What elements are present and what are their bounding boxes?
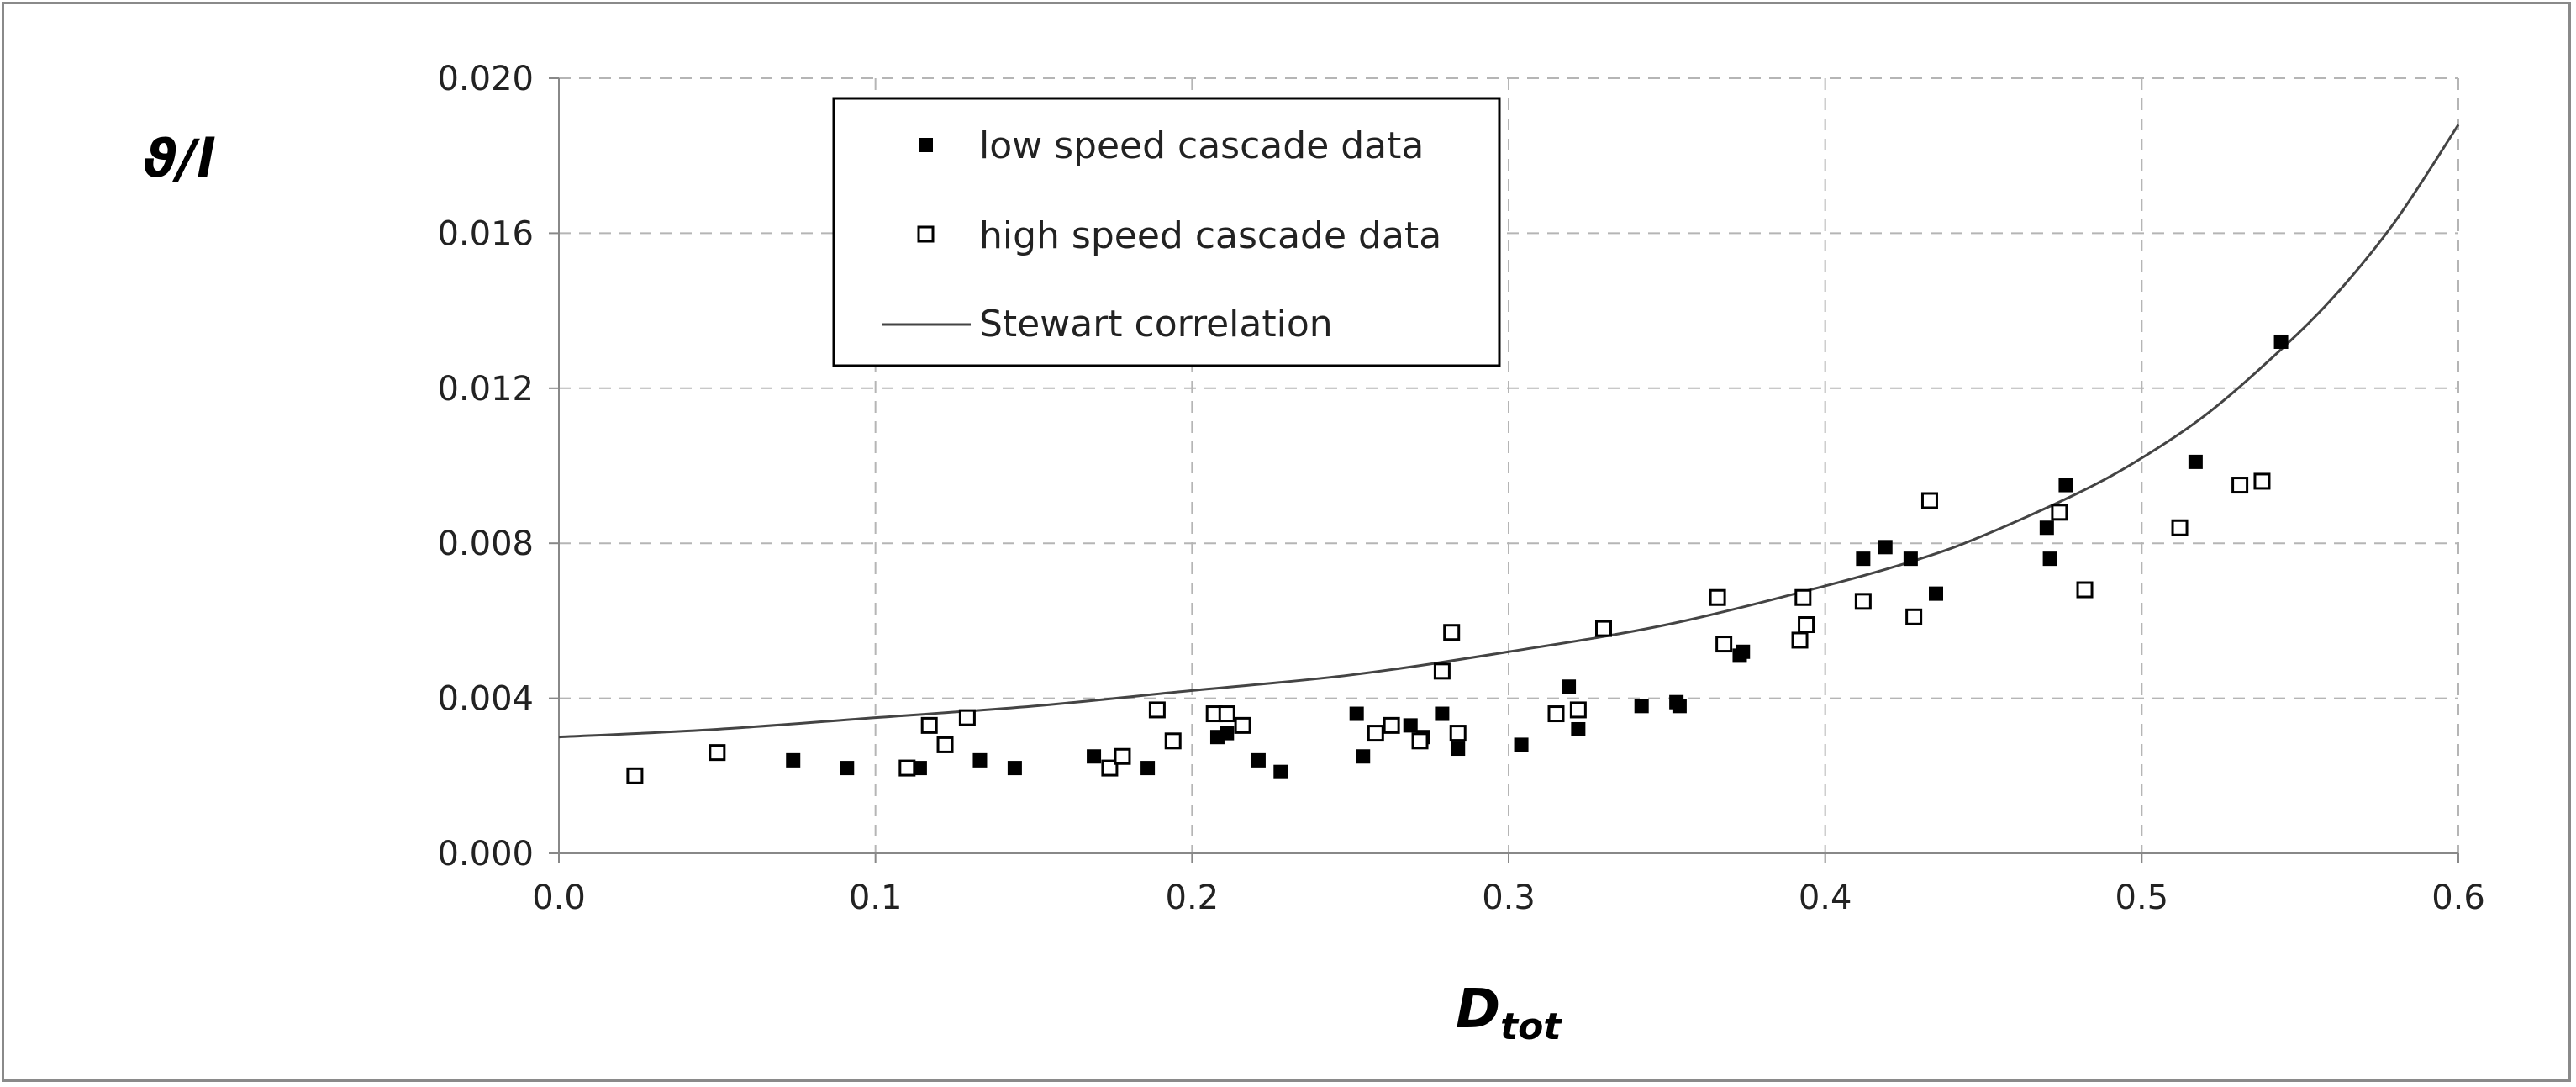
y-tick-label: 0.012: [437, 370, 534, 409]
x-tick-label: 0.6: [2431, 879, 2485, 917]
low-speed-point: [1251, 752, 1266, 768]
high-speed-point: [2171, 519, 2189, 536]
y-tick-label: 0.008: [437, 525, 534, 563]
high-speed-point: [2231, 477, 2249, 494]
low-speed-point: [2039, 520, 2054, 536]
high-speed-point: [2076, 581, 2094, 599]
x-tick-label: 0.0: [532, 879, 586, 917]
high-speed-point: [1715, 636, 1733, 653]
points-layer: [626, 334, 2289, 784]
curve-layer: [558, 124, 2460, 739]
low-speed-point: [1403, 718, 1418, 733]
x-tick-label: 0.4: [1799, 879, 1852, 917]
low-speed-point: [840, 761, 855, 776]
high-speed-point: [1920, 492, 1938, 509]
low-speed-point: [1349, 706, 1364, 721]
low-speed-point: [1514, 737, 1529, 752]
x-axis-label-main: D: [1456, 979, 1500, 1041]
low-speed-point: [1140, 761, 1156, 776]
high-speed-point: [1148, 701, 1166, 719]
y-tick-label: 0.000: [437, 835, 534, 873]
high-speed-point: [1433, 662, 1451, 680]
legend-marker-low-speed: [919, 138, 933, 152]
legend-label-stewart: Stewart correlation: [979, 303, 1333, 346]
high-speed-point: [1114, 747, 1131, 765]
low-speed-point: [2273, 334, 2289, 349]
low-speed-point: [2188, 454, 2203, 469]
high-speed-point: [1234, 716, 1251, 734]
low-speed-point: [1562, 679, 1577, 694]
high-speed-point: [1101, 759, 1119, 777]
x-tick-label: 0.5: [2115, 879, 2169, 917]
low-speed-point: [1007, 761, 1022, 776]
high-speed-point: [709, 744, 726, 762]
low-speed-point: [2042, 551, 2057, 567]
x-axis-label: Dtot: [1456, 979, 1562, 1048]
low-speed-point: [1451, 741, 1466, 757]
x-tick-label: 0.2: [1166, 879, 1220, 917]
high-speed-point: [920, 716, 938, 734]
high-speed-point: [1905, 608, 1923, 625]
low-speed-point: [1220, 726, 1235, 741]
low-speed-point: [1929, 586, 1943, 601]
legend: low speed cascade data high speed cascad…: [832, 97, 1501, 367]
low-speed-point: [1087, 749, 1102, 764]
high-speed-point: [936, 736, 954, 753]
low-speed-point: [1634, 699, 1649, 714]
legend-label-high-speed: high speed cascade data: [979, 214, 1441, 257]
x-tick-label: 0.3: [1482, 879, 1536, 917]
low-speed-point: [1435, 706, 1450, 721]
high-speed-point: [1449, 725, 1467, 742]
high-speed-point: [1383, 716, 1400, 734]
low-speed-point: [912, 761, 927, 776]
high-speed-point: [898, 759, 916, 777]
x-axis-label-sub: tot: [1500, 1005, 1562, 1048]
y-tick-label: 0.004: [437, 680, 534, 719]
high-speed-point: [1443, 624, 1461, 641]
high-speed-point: [958, 709, 976, 726]
x-tick-label: 0.1: [849, 879, 903, 917]
high-speed-point: [1709, 588, 1726, 606]
low-speed-point: [786, 752, 801, 768]
high-speed-point: [1164, 732, 1182, 750]
high-speed-point: [2051, 504, 2068, 521]
high-speed-point: [1411, 732, 1429, 750]
low-speed-point: [1856, 551, 1871, 567]
high-speed-point: [2253, 472, 2271, 490]
legend-box: [832, 97, 1501, 367]
low-speed-point: [972, 752, 988, 768]
low-speed-point: [1571, 721, 1586, 736]
low-speed-point: [1903, 551, 1918, 567]
axes: 0.000 0.004 0.008 0.012 0.016 0.020 0.0 0.1 0.2 0…: [437, 60, 2484, 917]
high-speed-point: [1798, 616, 1815, 634]
legend-label-low-speed: low speed cascade data: [979, 124, 1424, 167]
low-speed-point: [1273, 764, 1288, 779]
high-speed-point: [1854, 593, 1872, 610]
y-tick-label: 0.016: [437, 214, 534, 253]
low-speed-point: [2058, 478, 2073, 493]
low-speed-point: [1736, 644, 1751, 659]
low-speed-point: [1356, 749, 1371, 764]
low-speed-point: [1878, 540, 1893, 555]
high-speed-point: [1218, 705, 1235, 723]
high-speed-point: [1595, 620, 1612, 637]
stewart-correlation-curve: [558, 124, 2460, 739]
high-speed-point: [1547, 705, 1565, 723]
high-speed-point: [1791, 631, 1809, 649]
high-speed-point: [626, 767, 644, 784]
y-axis-label: ϑ/l: [143, 128, 215, 189]
legend-marker-high-speed: [917, 225, 935, 243]
high-speed-point: [1794, 588, 1812, 606]
low-speed-point: [1672, 699, 1687, 714]
high-speed-point: [1569, 701, 1587, 719]
high-speed-point: [1367, 725, 1384, 742]
grid: [559, 77, 2459, 853]
y-tick-label: 0.020: [437, 60, 534, 98]
